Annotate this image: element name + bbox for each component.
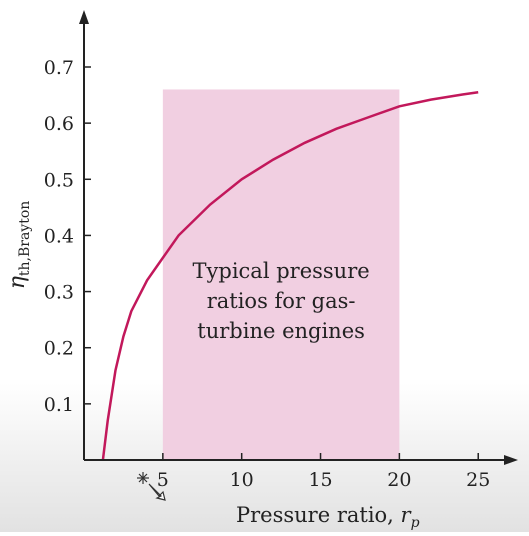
y-tick-label: 0.5: [44, 169, 74, 191]
typical-pressure-ratio-region: [162, 89, 400, 460]
x-ticks: 5 10 15 20 25: [157, 453, 490, 491]
region-label-line: ratios for gas-: [207, 289, 356, 313]
y-axis-label: ηth,Brayton: [5, 201, 33, 290]
y-tick-label: 0.2: [44, 338, 74, 360]
region-label-line: turbine engines: [197, 319, 365, 343]
efficiency-curve: [101, 91, 479, 461]
y-tick-label: 0.6: [44, 113, 74, 135]
y-axis-arrow: [79, 10, 89, 24]
x-tick-label: 15: [308, 469, 332, 491]
y-tick-label: 0.1: [44, 394, 74, 416]
x-tick-label: 20: [387, 469, 411, 491]
x-axis-label: Pressure ratio, rp: [236, 503, 420, 531]
region-label-line: Typical pressure: [193, 259, 370, 283]
y-tick-label: 0.7: [44, 57, 74, 79]
x-axis-arrow: [504, 455, 518, 465]
x-tick-label: 25: [466, 469, 490, 491]
y-tick-label: 0.3: [44, 282, 74, 304]
y-tick-label: 0.4: [44, 225, 74, 247]
y-ticks: 0.1 0.2 0.3 0.4 0.5 0.6 0.7: [44, 57, 91, 416]
x-tick-label: 10: [230, 469, 254, 491]
region-label: Typical pressure ratios for gas-turbine e…: [193, 259, 370, 343]
x-tick-label: 5: [157, 469, 169, 491]
mouse-cursor-icon: [137, 472, 166, 501]
